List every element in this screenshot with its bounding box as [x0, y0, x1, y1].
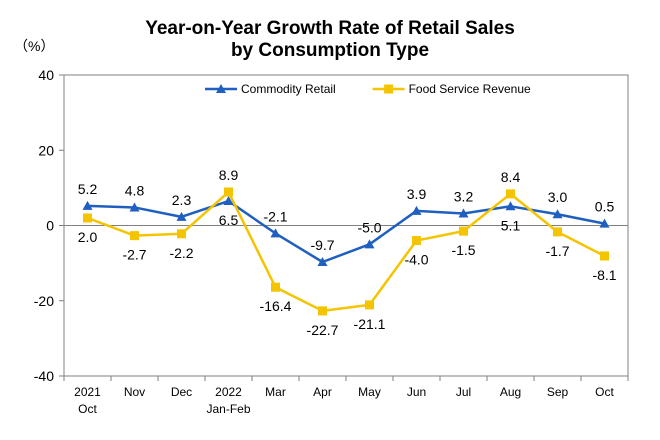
series-1-data-label: 4.8: [125, 182, 145, 198]
series-2-point: [130, 231, 139, 241]
series-2-data-label: -4.0: [404, 252, 428, 268]
series-2-point: [553, 227, 562, 237]
x-tick-label: Jul: [456, 385, 471, 399]
series-1-data-label: 3.0: [548, 189, 568, 205]
y-axis-unit: （%）: [14, 38, 55, 54]
x-tick-label: Apr: [313, 385, 332, 399]
series-1-point: [270, 228, 281, 238]
series-1-point: [82, 200, 93, 210]
series-2-data-label: -1.7: [545, 243, 569, 259]
y-tick-label: -20: [34, 293, 54, 309]
legend-marker-2: [384, 84, 394, 94]
series-2-point: [177, 229, 186, 239]
series-2-point: [83, 213, 92, 223]
series-2-point: [318, 306, 327, 316]
series-2-data-label: 2.0: [78, 229, 98, 245]
series-1-point: [129, 202, 140, 212]
series-1-point: [411, 205, 422, 215]
x-tick-label: Oct: [595, 385, 614, 399]
series-2-data-label: -1.5: [451, 242, 475, 258]
x-tick-label: Jun: [407, 385, 426, 399]
x-tick-label: Sep: [547, 385, 569, 399]
x-tick-label: 2021: [74, 385, 101, 399]
y-tick-label: 40: [38, 67, 54, 83]
chart-title: Year-on-Year Growth Rate of Retail Sales…: [0, 18, 660, 62]
x-tick-label: May: [358, 385, 381, 399]
x-tick-label: Oct: [78, 402, 97, 416]
x-tick-label: Mar: [265, 385, 286, 399]
series-1-data-label: 0.5: [595, 199, 615, 215]
series-1-data-label: 3.2: [454, 188, 474, 204]
x-tick-label: Jan-Feb: [206, 402, 250, 416]
chart-title-line1: Year-on-Year Growth Rate of Retail Sales: [145, 18, 515, 39]
series-2-data-label: -2.2: [169, 245, 193, 261]
series-1-data-label: -2.1: [263, 208, 287, 224]
legend-label-1: Commodity Retail: [241, 82, 336, 96]
chart-title-line2: by Consumption Type: [230, 40, 430, 61]
series-2-point: [600, 251, 609, 261]
series-2-data-label: -16.4: [260, 298, 292, 314]
x-tick-label: Nov: [124, 385, 145, 399]
series-1-data-label: 3.9: [407, 186, 427, 202]
legend-label-2: Food Service Revenue: [409, 82, 531, 96]
series-1-data-label: 5.1: [501, 217, 521, 233]
series-1-data-label: 2.3: [172, 192, 192, 208]
series-1-point: [599, 218, 610, 228]
series-1-point: [223, 196, 234, 206]
legend-marker-1: [216, 84, 226, 93]
series-1-data-label: 6.5: [219, 212, 239, 228]
series-1-data-label: -5.0: [357, 219, 381, 235]
series-2-data-label: -22.7: [307, 322, 339, 338]
series-2-point: [506, 189, 515, 199]
series-line-2: [87, 190, 606, 313]
series-2-data-label: 8.9: [219, 167, 239, 183]
series-2-point: [271, 282, 280, 292]
series-2-data-label: -8.1: [592, 267, 616, 283]
series-1-point: [458, 208, 469, 218]
x-tick-label: Dec: [171, 385, 192, 399]
x-tick-label: 2022: [215, 385, 242, 399]
y-tick-label: -40: [34, 368, 54, 384]
series-2-point: [224, 187, 233, 197]
x-tick-label: Aug: [500, 385, 521, 399]
series-2-data-label: -2.7: [122, 247, 146, 263]
series-2-data-label: -21.1: [354, 316, 386, 332]
series-1-point: [364, 239, 375, 249]
y-tick-label: 0: [46, 218, 54, 234]
series-1-data-label: -9.7: [310, 237, 334, 253]
series-2-point: [412, 236, 421, 246]
series-2-data-label: 8.4: [501, 169, 521, 185]
series-1-point: [552, 209, 563, 219]
series-2-point: [459, 226, 468, 236]
series-line-1: [87, 199, 605, 264]
series-1-point: [505, 201, 516, 211]
series-1-data-label: 5.2: [78, 181, 98, 197]
series-1-point: [176, 211, 187, 221]
series-2-point: [365, 300, 374, 310]
y-tick-label: 20: [38, 142, 54, 158]
series-1-point: [317, 256, 328, 266]
